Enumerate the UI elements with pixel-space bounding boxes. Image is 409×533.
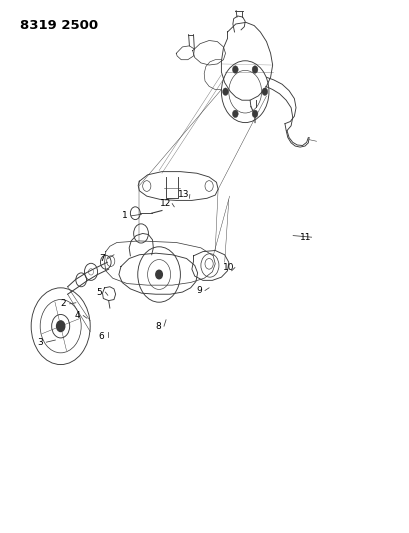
Text: 11: 11 <box>299 233 310 241</box>
Text: 7: 7 <box>99 254 104 263</box>
Text: 1: 1 <box>122 212 128 220</box>
Circle shape <box>261 88 267 95</box>
Text: 8: 8 <box>155 322 160 330</box>
Text: 8319 2500: 8319 2500 <box>20 19 99 31</box>
Text: 5: 5 <box>96 288 102 296</box>
Text: 2: 2 <box>61 300 66 308</box>
Text: 9: 9 <box>196 286 201 295</box>
Text: 12: 12 <box>160 199 171 208</box>
Circle shape <box>232 110 238 118</box>
Circle shape <box>252 110 257 118</box>
Circle shape <box>232 66 238 73</box>
Text: 10: 10 <box>222 263 234 272</box>
Text: 3: 3 <box>37 338 43 346</box>
Text: 6: 6 <box>99 333 104 341</box>
Circle shape <box>252 66 257 73</box>
Text: 13: 13 <box>178 190 189 199</box>
Circle shape <box>155 270 162 279</box>
Circle shape <box>222 88 228 95</box>
Text: 4: 4 <box>74 311 80 320</box>
Circle shape <box>56 321 65 332</box>
